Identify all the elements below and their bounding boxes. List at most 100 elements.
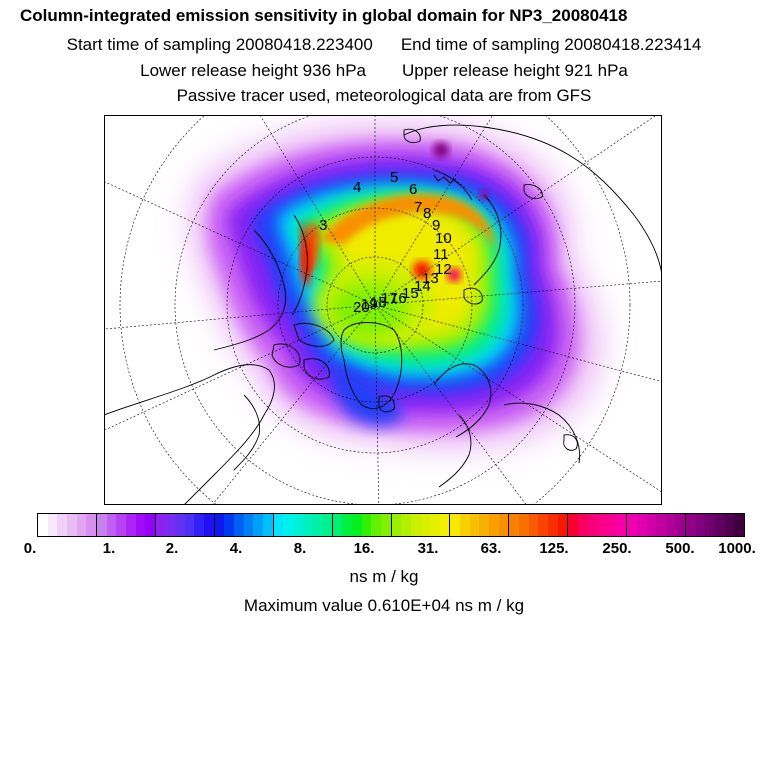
colorbar-swatch (548, 514, 558, 536)
colorbar-swatch (145, 514, 155, 536)
colorbar-swatch (715, 514, 725, 536)
colorbar-swatch (568, 514, 578, 536)
map-frame (104, 115, 662, 505)
colorbar-swatch (116, 514, 126, 536)
colorbar-swatch (606, 514, 617, 536)
lower-release-height: Lower release height 936 hPa (140, 61, 366, 80)
colorbar-tick-label: 1000. (718, 540, 756, 557)
colorbar-swatch (47, 514, 58, 536)
colorbar-swatch (165, 514, 176, 536)
colorbar-swatch (194, 514, 205, 536)
colorbar-tick-label: 125. (539, 540, 569, 557)
colorbar-tick-label: 16. (353, 540, 375, 557)
graticule (104, 115, 662, 505)
colorbar-segment (391, 514, 451, 536)
colorbar-swatch (724, 514, 735, 536)
track-label: 17 (381, 290, 398, 307)
track-label: 10 (435, 230, 452, 247)
colorbar-swatch (439, 514, 450, 536)
colorbar-swatch (283, 514, 293, 536)
colorbar-swatch (273, 514, 284, 536)
colorbar-segment (273, 514, 333, 536)
colorbar-swatch (321, 514, 332, 536)
track-label: 14 (414, 278, 431, 295)
colorbar-swatch (734, 514, 745, 536)
tracer-note: Passive tracer used, meteorological data… (176, 86, 592, 105)
colorbar-swatch (184, 514, 195, 536)
colorbar-swatch (705, 514, 716, 536)
colorbar-swatch (86, 514, 96, 536)
colorbar-segment (686, 514, 745, 536)
colorbar-swatch (312, 514, 322, 536)
track-label: 16 (390, 290, 407, 307)
colorbar-tick-label: 0. (23, 540, 37, 557)
colorbar-swatch (498, 514, 509, 536)
colorbar-segment (155, 514, 215, 536)
colorbar-tick-label: 31. (417, 540, 439, 557)
coastlines (104, 124, 662, 505)
colorbar-swatch (293, 514, 303, 536)
track-label: 5 (390, 169, 398, 186)
colorbar-swatch (214, 514, 225, 536)
track-labels: 3 4 5 6 7 8 9 10 11 12 13 14 15 16 17 18… (319, 169, 452, 316)
track-label: 4 (353, 179, 361, 196)
colorbar-swatch (479, 514, 490, 536)
colorbar-segment (332, 514, 392, 536)
track-label: 11 (433, 246, 449, 263)
track-label: 20 (353, 299, 370, 316)
colorbar-swatch (125, 514, 136, 536)
colorbar-swatch (469, 514, 480, 536)
colorbar-swatch (302, 514, 313, 536)
colorbar-swatch (253, 514, 264, 536)
colorbar-swatch (76, 514, 87, 536)
colorbar-swatch (380, 514, 391, 536)
colorbar-swatch (234, 514, 244, 536)
track-label: 13 (422, 270, 439, 287)
release-height-line: Lower release height 936 hPa Upper releas… (0, 61, 768, 81)
colorbar-swatch (361, 514, 372, 536)
colorbar-segment (627, 514, 687, 536)
plot-title: Column-integrated emission sensitivity i… (20, 6, 628, 25)
colorbar-swatch (155, 514, 166, 536)
colorbar-swatch (96, 514, 107, 536)
colorbar-segment (568, 514, 628, 536)
colorbar-swatch (675, 514, 686, 536)
colorbar-segment (509, 514, 569, 536)
colorbar-swatch (430, 514, 440, 536)
colorbar (37, 513, 745, 537)
colorbar-swatch (401, 514, 411, 536)
track-label: 3 (319, 217, 327, 234)
track-label: 18 (370, 294, 387, 311)
start-time: Start time of sampling 20080418.223400 (66, 35, 373, 54)
colorbar-swatch (410, 514, 421, 536)
colorbar-swatch (450, 514, 461, 536)
colorbar-swatch (509, 514, 520, 536)
track-label: 15 (402, 285, 419, 302)
colorbar-swatch (557, 514, 568, 536)
colorbar-swatch (519, 514, 529, 536)
colorbar-swatch (57, 514, 67, 536)
colorbar-swatch (695, 514, 706, 536)
colorbar-swatch (38, 514, 48, 536)
colorbar-tick-label: 2. (165, 540, 179, 557)
colorbar-swatch (332, 514, 343, 536)
sensitivity-field (187, 119, 605, 452)
colorbar-swatch (175, 514, 185, 536)
upper-release-height: Upper release height 921 hPa (402, 61, 628, 80)
colorbar-segment (38, 514, 97, 536)
colorbar-swatch (528, 514, 539, 536)
colorbar-swatch (489, 514, 499, 536)
colorbar-swatch (66, 514, 77, 536)
sampling-time-line: Start time of sampling 20080418.223400 En… (0, 35, 768, 55)
colorbar-swatch (656, 514, 666, 536)
colorbar-swatch (460, 514, 470, 536)
colorbar-tick-label: 1. (102, 540, 116, 557)
colorbar-swatch (371, 514, 381, 536)
colorbar-segment (450, 514, 510, 536)
colorbar-swatch (204, 514, 214, 536)
colorbar-swatch (263, 514, 273, 536)
colorbar-segment (214, 514, 274, 536)
colorbar-swatch (616, 514, 627, 536)
colorbar-segment (96, 514, 156, 536)
colorbar-swatch (135, 514, 146, 536)
